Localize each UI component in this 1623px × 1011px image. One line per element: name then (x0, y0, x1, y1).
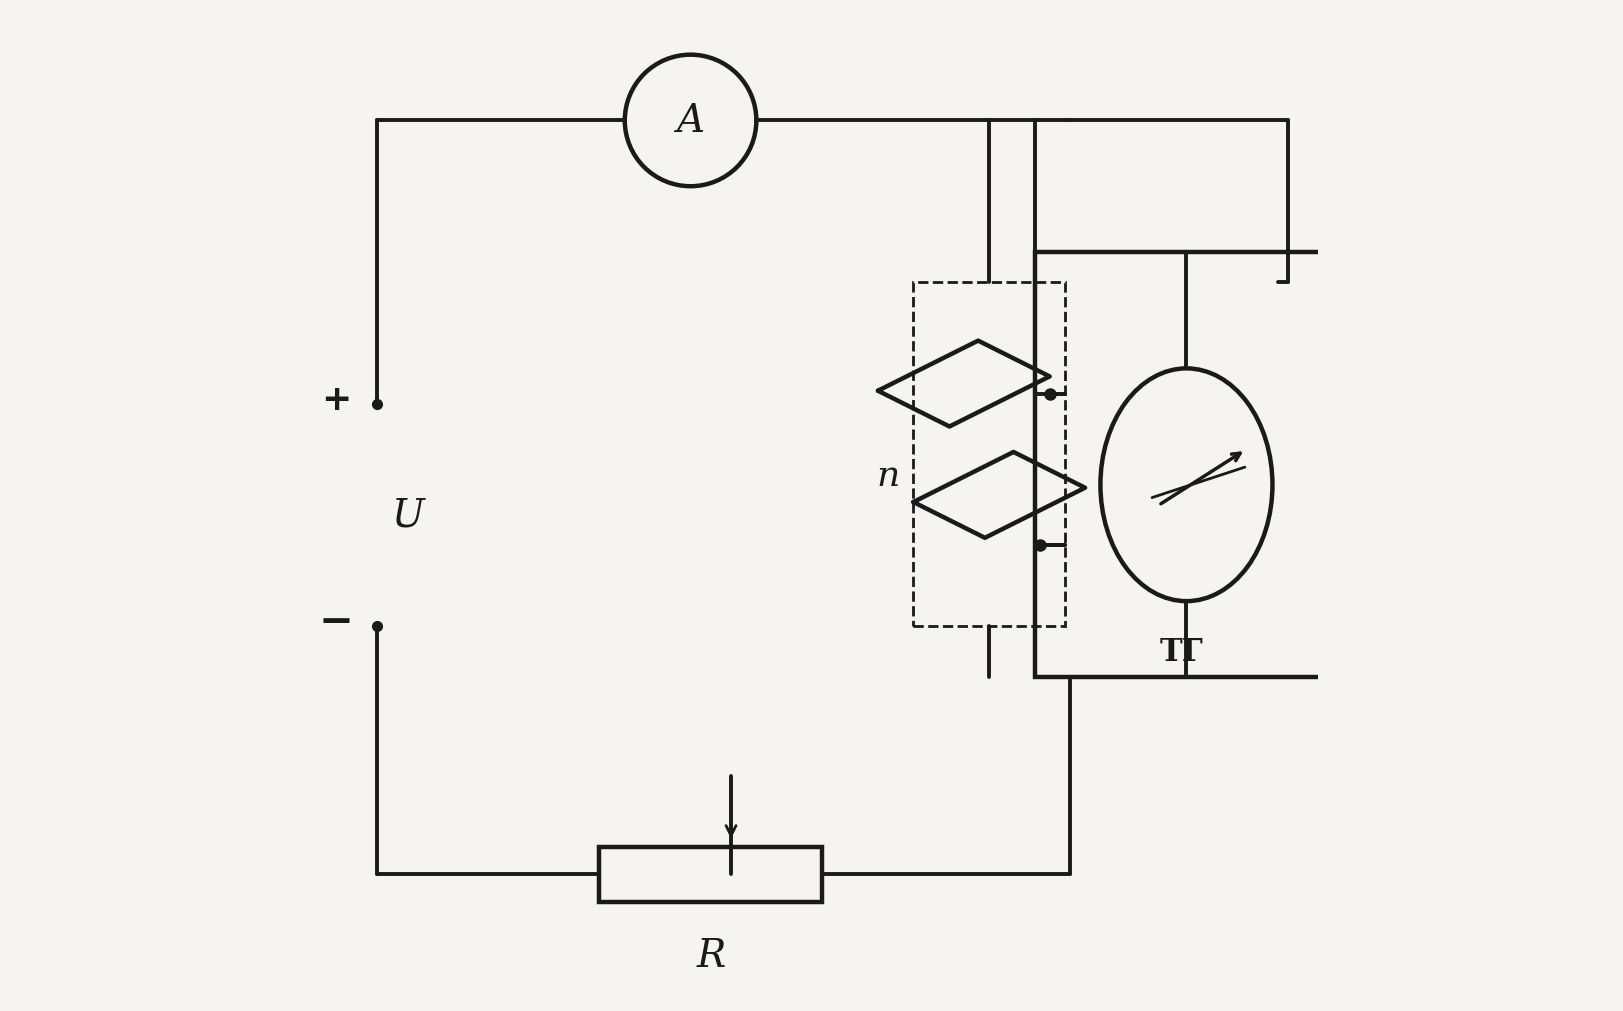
Bar (599, 847, 821, 902)
Text: n: n (876, 458, 899, 492)
Circle shape (625, 56, 756, 187)
Bar (1034, 253, 1323, 677)
Text: −: − (318, 601, 354, 643)
Text: ТГ: ТГ (1159, 637, 1203, 667)
Text: A: A (677, 103, 704, 140)
Text: +: + (321, 382, 351, 417)
Bar (912, 283, 1065, 627)
Text: R: R (696, 937, 725, 974)
Ellipse shape (1100, 369, 1272, 602)
Text: U: U (391, 497, 424, 534)
